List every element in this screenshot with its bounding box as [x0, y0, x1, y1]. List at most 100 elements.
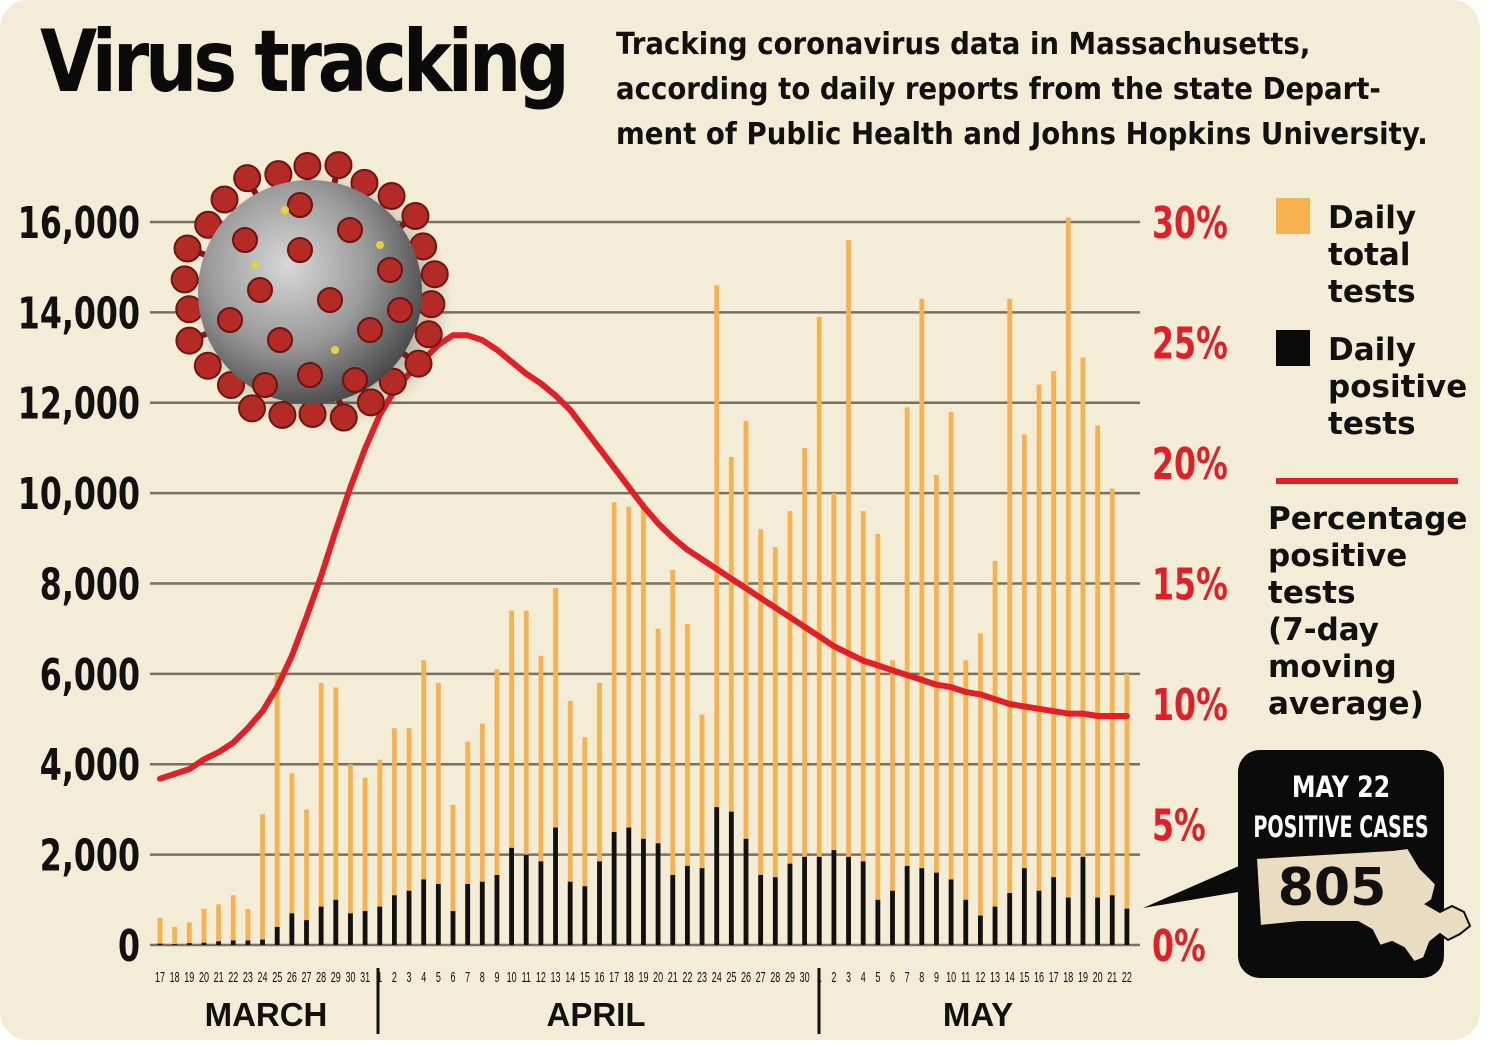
month-label-march: MARCH	[205, 996, 328, 1033]
bar-total	[289, 773, 295, 945]
bar-total	[670, 569, 676, 945]
x-tick-label: 26	[741, 969, 751, 986]
bar-positive	[919, 868, 925, 945]
bar-positive	[1007, 893, 1013, 945]
virus-surface-protein	[377, 257, 403, 283]
x-tick-label: 17	[155, 969, 165, 986]
callout-date: MAY 22	[1292, 771, 1390, 805]
virus-surface-protein	[247, 277, 273, 303]
bar-total	[201, 908, 207, 945]
x-tick-label: 15	[1019, 969, 1029, 986]
subtitle-line: ment of Public Health and Johns Hopkins …	[616, 117, 1428, 152]
bar-positive	[978, 915, 983, 945]
virus-surface-protein	[317, 287, 343, 313]
bar-total	[318, 682, 324, 945]
virus-surface-protein	[342, 367, 368, 393]
x-tick-label: 12	[975, 969, 985, 986]
x-tick-label: 9	[494, 969, 499, 986]
virus-spike-head	[193, 351, 222, 380]
x-tick-label: 29	[331, 969, 341, 986]
bar-positive	[523, 854, 529, 945]
bar-positive	[963, 899, 969, 945]
virus-surface-protein	[217, 307, 243, 333]
x-tick-label: 25	[272, 969, 282, 986]
virus-spike-head	[298, 399, 327, 428]
y-left-tick-label: 2,000	[40, 830, 140, 882]
x-tick-label: 23	[243, 969, 253, 986]
legend-positive-line: tests	[1328, 406, 1416, 442]
page-title: Virus tracking	[40, 12, 570, 112]
bar-positive	[582, 886, 588, 945]
x-tick-labels: 17 18 19 20 21 22 23 24 25 26 27 28 29 30 31 1 2 3 4 5 6 7 8 9 1…	[155, 969, 1132, 986]
bar-total	[626, 506, 632, 945]
bar-total	[934, 475, 939, 945]
legend-positive-line: Daily	[1328, 332, 1416, 368]
x-tick-label: 5	[875, 969, 880, 986]
bar-total	[230, 895, 236, 945]
bar-positive	[685, 865, 690, 945]
y-right-tick-label: 30%	[1152, 198, 1228, 250]
bar-positive	[714, 807, 720, 945]
bar-total	[172, 926, 178, 945]
virus-surface-protein	[287, 192, 313, 218]
virus-spike-head	[329, 403, 358, 432]
virus-surface-dot	[251, 261, 259, 269]
bar-total	[728, 456, 734, 945]
x-tick-label: 8	[480, 969, 485, 986]
bar-total	[392, 728, 397, 945]
bar-total	[611, 502, 617, 945]
bar-total	[1095, 425, 1100, 945]
bar-positive	[772, 877, 778, 945]
x-tick-label: 14	[1005, 969, 1015, 986]
bar-total	[758, 529, 764, 945]
virus-spike-head	[268, 400, 297, 429]
bar-total	[919, 298, 925, 946]
bar-total	[860, 511, 866, 945]
bar-positive	[450, 911, 456, 945]
bar-positive	[289, 913, 295, 945]
bar-positive	[1065, 897, 1071, 945]
bar-total	[1021, 434, 1027, 945]
x-tick-label: 31	[360, 969, 370, 986]
x-tick-label: 12	[536, 969, 546, 986]
bar-positive	[1051, 877, 1057, 945]
x-tick-label: 18	[1063, 969, 1073, 986]
bar-positive	[157, 943, 163, 945]
bar-positive	[846, 856, 851, 945]
bar-total	[816, 316, 822, 945]
x-tick-label: 6	[450, 969, 455, 986]
virus-surface-protein	[387, 297, 413, 323]
bar-total	[787, 511, 793, 945]
bar-positive	[172, 944, 178, 945]
bar-total	[553, 588, 558, 945]
x-tick-label: 24	[712, 969, 722, 986]
y-right-tick-label: 5%	[1152, 800, 1206, 852]
x-tick-label: 10	[946, 969, 956, 986]
x-tick-label: 19	[638, 969, 648, 986]
right-axis-labels: 30% 25% 20% 15% 10% 5% 0%	[1152, 198, 1228, 973]
x-tick-label: 17	[609, 969, 619, 986]
virus-surface-proteins	[217, 192, 413, 398]
y-right-tick-label: 25%	[1152, 318, 1228, 370]
bar-positive	[494, 874, 500, 945]
x-tick-label: 1	[377, 969, 382, 986]
bar-positive	[597, 861, 602, 945]
virus-spike-head	[378, 367, 407, 396]
x-tick-label: 11	[522, 969, 531, 986]
bar-total	[582, 737, 588, 945]
y-left-tick-label: 12,000	[18, 379, 140, 431]
bar-positive	[626, 827, 632, 945]
x-tick-label: 21	[668, 969, 678, 986]
virus-surface-dot	[331, 346, 339, 354]
bar-positive	[201, 942, 207, 945]
bar-positive	[553, 827, 558, 945]
virus-spike-head	[170, 265, 199, 294]
subtitle: Tracking coronavirus data in Massachuset…	[616, 22, 1428, 157]
bar-positive	[479, 881, 485, 945]
month-label-april: APRIL	[547, 996, 646, 1033]
bar-positive	[816, 856, 822, 945]
virus-spike-head	[237, 394, 266, 423]
bar-positive	[274, 926, 280, 945]
bar-positive	[1124, 908, 1130, 945]
